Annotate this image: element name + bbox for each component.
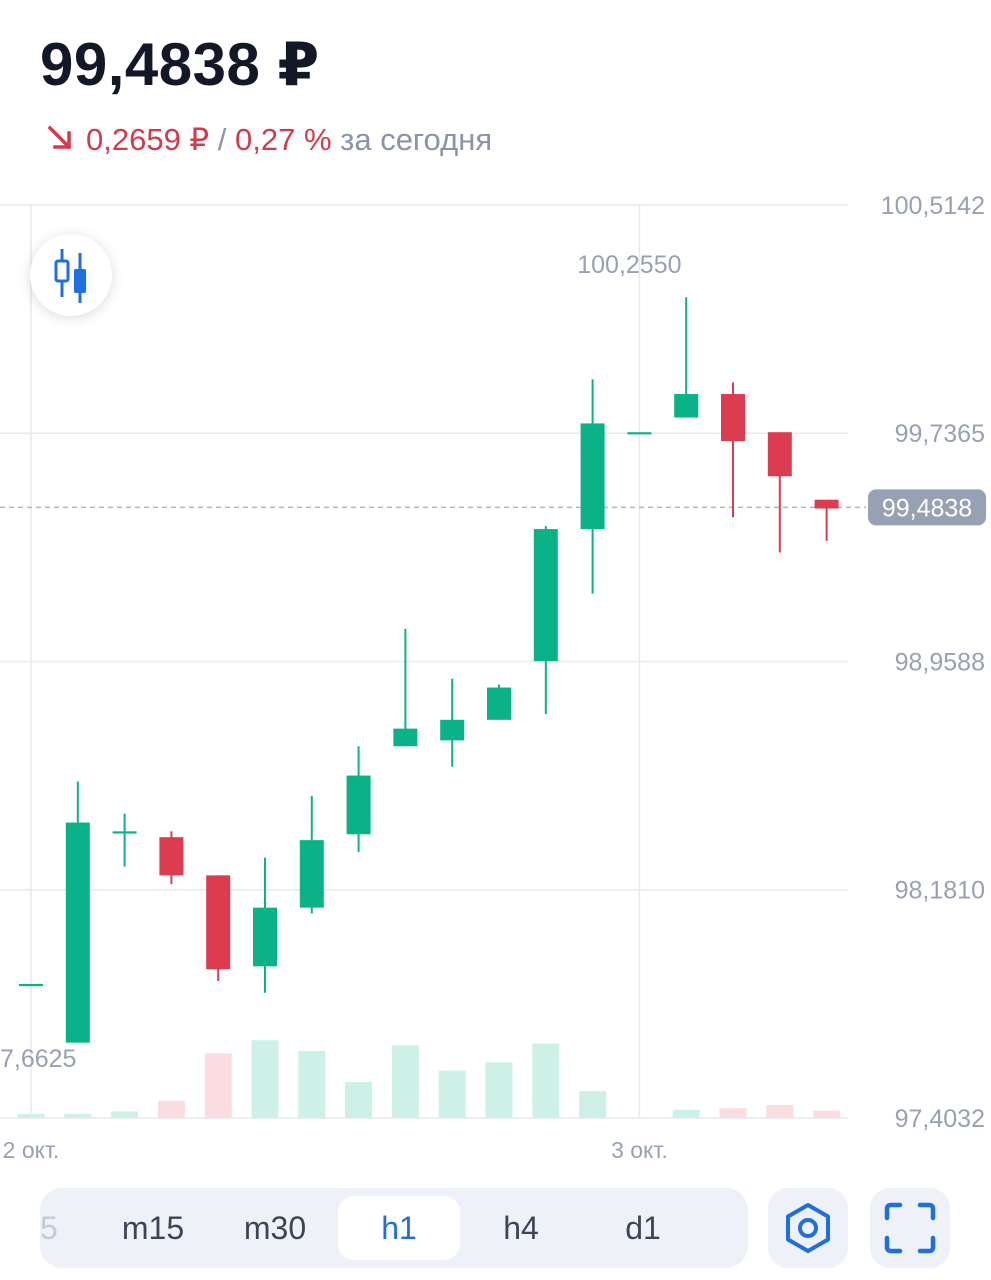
- volume-bar: [64, 1113, 92, 1118]
- volume-bar: [485, 1062, 513, 1118]
- candle-down: [159, 837, 184, 876]
- volume-bar: [157, 1100, 185, 1118]
- price-change: 0,2659 ₽ / 0,27 % за сегодня: [46, 122, 492, 158]
- volume-bar: [672, 1109, 700, 1118]
- volume-bar: [766, 1104, 794, 1118]
- timeframe-h1[interactable]: h1: [338, 1196, 460, 1260]
- timeframe-d1[interactable]: d1: [625, 1209, 661, 1246]
- arrow-down-right-icon: [47, 125, 72, 150]
- candle-up: [393, 728, 418, 747]
- candle-up: [299, 840, 324, 908]
- volume-bar: [345, 1082, 373, 1118]
- y-tick-label: 100,5142: [881, 192, 985, 220]
- timeframe-h4[interactable]: h4: [503, 1209, 539, 1246]
- timeframe-m15[interactable]: m15: [121, 1209, 185, 1246]
- volume-bar: [813, 1110, 841, 1118]
- timeframe-m30[interactable]: m30: [243, 1209, 307, 1246]
- candle-up: [65, 822, 90, 1043]
- change-separator: /: [209, 122, 235, 157]
- change-absolute: 0,2659 ₽: [86, 122, 210, 157]
- candle-up: [533, 529, 558, 662]
- volume-bar: [532, 1043, 560, 1118]
- candle-down: [206, 875, 231, 970]
- timeframe-5[interactable]: 5: [40, 1209, 58, 1246]
- current-price-badge-label: 99,4838: [882, 494, 972, 522]
- candle-up: [580, 423, 605, 530]
- volume-bar: [438, 1070, 466, 1118]
- volume-bar: [298, 1050, 326, 1118]
- candle-down: [721, 394, 745, 442]
- hexagon-settings-icon: [786, 1203, 830, 1253]
- indicators-button[interactable]: [768, 1188, 848, 1268]
- x-tick-label: 2 окт.: [3, 1137, 60, 1163]
- x-tick-label: 3 окт.: [611, 1137, 668, 1163]
- current-price-badge: [868, 489, 986, 526]
- candle-up: [440, 719, 465, 741]
- chart-type-button[interactable]: [30, 234, 112, 316]
- change-percent: 0,27 %: [235, 122, 332, 157]
- y-tick-label: 98,1810: [895, 877, 985, 905]
- price-chart[interactable]: 100,5142 99,7365 98,9588 98,1810 97,4032 2 ок…: [0, 190, 991, 1180]
- candle-up: [627, 432, 652, 435]
- candle-up: [674, 394, 699, 418]
- y-tick-label: 97,4032: [895, 1105, 985, 1133]
- fullscreen-icon: [884, 1202, 936, 1254]
- candle-up: [112, 831, 137, 834]
- timeframe-selector: 5 m15 m30 h1 h4 d1: [40, 1188, 748, 1268]
- candle-down: [767, 432, 792, 477]
- current-price: 99,4838 ₽: [40, 31, 320, 98]
- volume-bar: [391, 1045, 419, 1118]
- fullscreen-button[interactable]: [870, 1188, 950, 1268]
- candle-up: [346, 775, 371, 835]
- volume-bar: [111, 1111, 139, 1118]
- y-tick-label: 98,9588: [895, 648, 985, 676]
- volume-bar: [17, 1113, 45, 1118]
- candle-up: [253, 907, 277, 967]
- volume-bar: [251, 1040, 279, 1118]
- volume-bar: [204, 1053, 232, 1118]
- volume-bar: [719, 1108, 747, 1118]
- candle-up: [19, 983, 43, 987]
- volume-bar: [579, 1091, 607, 1118]
- high-price-label: 100,2550: [577, 251, 681, 279]
- candle-up: [487, 687, 511, 720]
- candle-down: [814, 499, 839, 509]
- low-price-label: 7,6625: [0, 1045, 76, 1073]
- candlestick-icon: [54, 249, 86, 303]
- price-header: 99,4838 ₽: [40, 30, 320, 100]
- change-period: за сегодня: [331, 122, 493, 157]
- y-tick-label: 99,7365: [895, 420, 985, 448]
